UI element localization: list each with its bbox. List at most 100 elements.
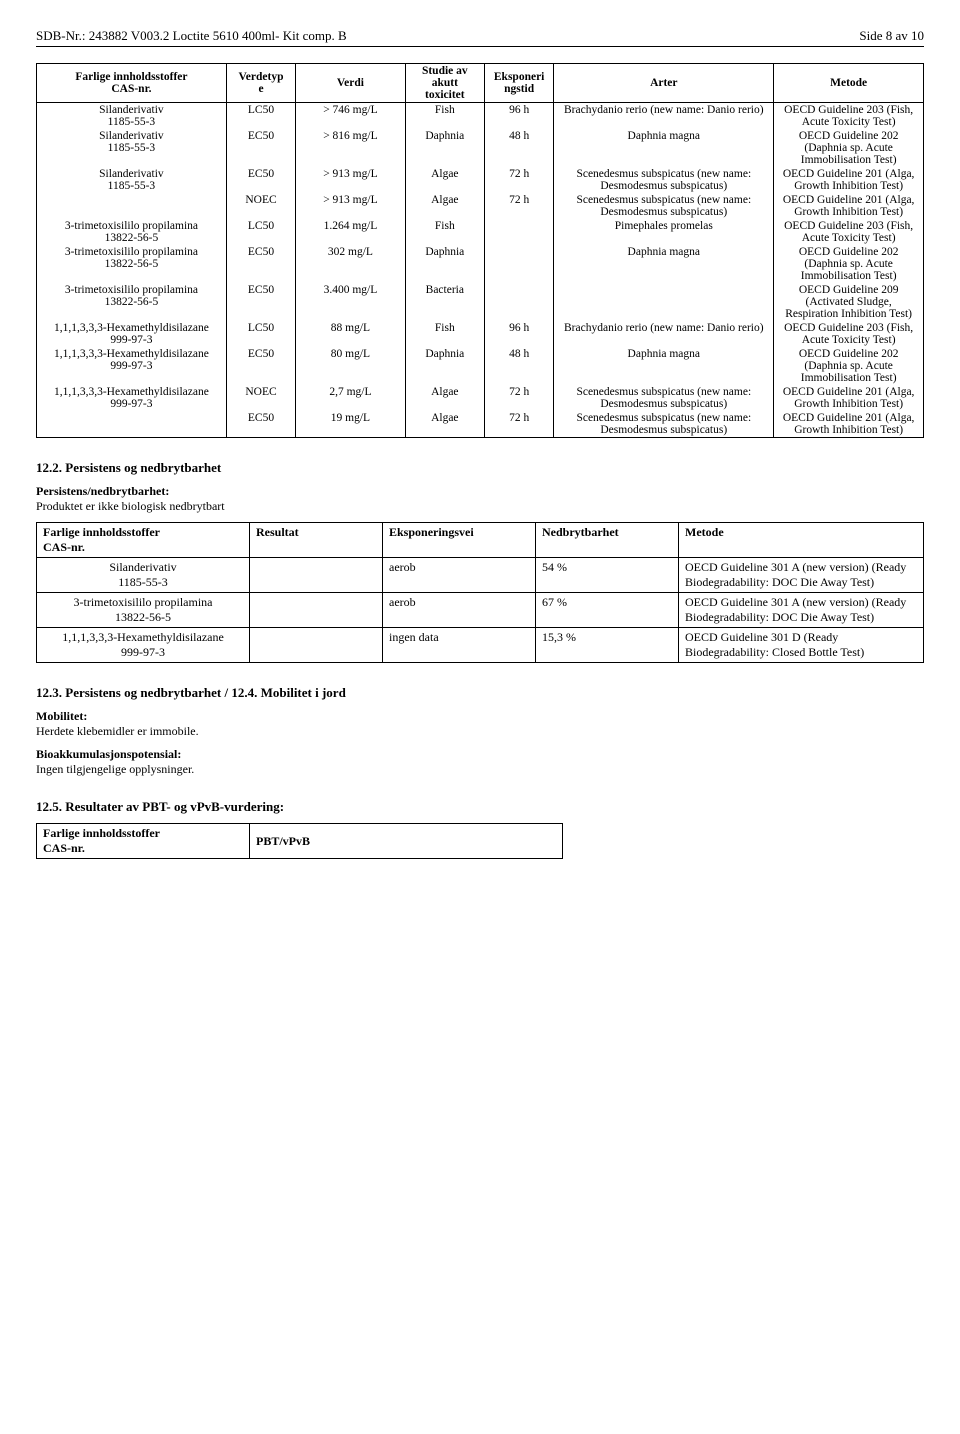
cell-substance: Silanderivativ1185-55-3 (37, 558, 250, 593)
cell-value: 88 mg/L (296, 321, 405, 347)
cell-value: > 816 mg/L (296, 129, 405, 167)
header-right: Side 8 av 10 (859, 28, 924, 44)
cell-substance (37, 193, 227, 219)
cell-method: OECD Guideline 203 (Fish, Acute Toxicity… (774, 321, 924, 347)
cell-study: Algae (405, 193, 484, 219)
cell-species: Pimephales promelas (554, 219, 774, 245)
section-12-3-title: 12.3. Persistens og nedbrytbarhet / 12.4… (36, 685, 924, 701)
cell-valuetype: NOEC (226, 385, 295, 411)
table-row: 1,1,1,3,3,3-Hexamethyldisilazane999-97-3… (37, 628, 924, 663)
cell-species: Daphnia magna (554, 347, 774, 385)
bioaccum-label: Bioakkumulasjonspotensial: (36, 747, 924, 762)
cell-valuetype: EC50 (226, 167, 295, 193)
cell-species: Brachydanio rerio (new name: Danio rerio… (554, 321, 774, 347)
pt-th-result: Resultat (250, 523, 383, 558)
cell-species: Scenedesmus subspicatus (new name: Desmo… (554, 193, 774, 219)
cell-species (554, 283, 774, 321)
cell-method: OECD Guideline 201 (Alga, Growth Inhibit… (774, 193, 924, 219)
cell-method: OECD Guideline 203 (Fish, Acute Toxicity… (774, 219, 924, 245)
table-row: 1,1,1,3,3,3-Hexamethyldisilazane999-97-3… (37, 321, 924, 347)
cell-value: > 746 mg/L (296, 103, 405, 130)
cell-exposure: 72 h (484, 193, 553, 219)
cell-value: 302 mg/L (296, 245, 405, 283)
table-row: NOEC> 913 mg/LAlgae72 hScenedesmus subsp… (37, 193, 924, 219)
cell-exposure: 72 h (484, 167, 553, 193)
cell-degrade: 67 % (536, 593, 679, 628)
page-header: SDB-Nr.: 243882 V003.2 Loctite 5610 400m… (36, 28, 924, 44)
cell-method: OECD Guideline 202 (Daphnia sp. Acute Im… (774, 347, 924, 385)
cell-substance: 1,1,1,3,3,3-Hexamethyldisilazane999-97-3 (37, 628, 250, 663)
cell-valuetype: LC50 (226, 219, 295, 245)
table-row: Silanderivativ1185-55-3LC50> 746 mg/LFis… (37, 103, 924, 130)
cell-valuetype: NOEC (226, 193, 295, 219)
section-12-2-title: 12.2. Persistens og nedbrytbarhet (36, 460, 924, 476)
cell-substance: 1,1,1,3,3,3-Hexamethyldisilazane999-97-3 (37, 347, 227, 385)
table-row: 1,1,1,3,3,3-Hexamethyldisilazane999-97-3… (37, 385, 924, 411)
cell-valuetype: EC50 (226, 283, 295, 321)
pbt-table: Farlige innholdsstoffer CAS-nr. PBT/vPvB (36, 823, 563, 859)
cell-value: > 913 mg/L (296, 193, 405, 219)
cell-substance: Silanderivativ1185-55-3 (37, 129, 227, 167)
pbt-th-left: Farlige innholdsstoffer CAS-nr. (37, 824, 250, 859)
section-12-5-title: 12.5. Resultater av PBT- og vPvB-vurderi… (36, 799, 924, 815)
table-row: Silanderivativ1185-55-3EC50> 913 mg/LAlg… (37, 167, 924, 193)
cell-study: Daphnia (405, 245, 484, 283)
pt-th-method: Metode (679, 523, 924, 558)
persist-text: Produktet er ikke biologisk nedbrytbart (36, 499, 924, 514)
th-valuetype: Verdetyp e (226, 64, 295, 103)
cell-method: OECD Guideline 203 (Fish, Acute Toxicity… (774, 103, 924, 130)
cell-exposure (484, 245, 553, 283)
pt-th-exposure: Eksponeringsvei (383, 523, 536, 558)
cell-method: OECD Guideline 301 A (new version) (Read… (679, 593, 924, 628)
cell-study: Algae (405, 385, 484, 411)
cell-substance (37, 411, 227, 438)
cell-substance: 3-trimetoxisililo propilamina13822-56-5 (37, 593, 250, 628)
cell-degrade: 15,3 % (536, 628, 679, 663)
th-value: Verdi (296, 64, 405, 103)
cell-species: Daphnia magna (554, 129, 774, 167)
table-row: 1,1,1,3,3,3-Hexamethyldisilazane999-97-3… (37, 347, 924, 385)
cell-valuetype: EC50 (226, 129, 295, 167)
cell-study: Daphnia (405, 347, 484, 385)
cell-value: 2,7 mg/L (296, 385, 405, 411)
cell-value: 1.264 mg/L (296, 219, 405, 245)
cell-exposure: 72 h (484, 411, 553, 438)
cell-degrade: 54 % (536, 558, 679, 593)
cell-substance: 3-trimetoxisililo propilamina13822-56-5 (37, 283, 227, 321)
cell-exposure: 96 h (484, 103, 553, 130)
persist-label: Persistens/nedbrytbarhet: (36, 484, 924, 499)
table-row: 3-trimetoxisililo propilamina13822-56-5E… (37, 245, 924, 283)
cell-method: OECD Guideline 201 (Alga, Growth Inhibit… (774, 385, 924, 411)
mobility-label: Mobilitet: (36, 709, 924, 724)
th-substance: Farlige innholdsstoffer CAS-nr. (37, 64, 227, 103)
cell-study: Algae (405, 167, 484, 193)
cell-method: OECD Guideline 301 D (Ready Biodegradabi… (679, 628, 924, 663)
table-row: 3-trimetoxisililo propilamina13822-56-5a… (37, 593, 924, 628)
th-species: Arter (554, 64, 774, 103)
cell-result (250, 558, 383, 593)
cell-substance: Silanderivativ1185-55-3 (37, 167, 227, 193)
cell-method: OECD Guideline 209 (Activated Sludge, Re… (774, 283, 924, 321)
cell-species: Scenedesmus subspicatus (new name: Desmo… (554, 411, 774, 438)
cell-study: Bacteria (405, 283, 484, 321)
cell-method: OECD Guideline 202 (Daphnia sp. Acute Im… (774, 129, 924, 167)
cell-method: OECD Guideline 202 (Daphnia sp. Acute Im… (774, 245, 924, 283)
cell-method: OECD Guideline 201 (Alga, Growth Inhibit… (774, 411, 924, 438)
pt-th-substance: Farlige innholdsstoffer CAS-nr. (37, 523, 250, 558)
cell-substance: 3-trimetoxisililo propilamina13822-56-5 (37, 219, 227, 245)
cell-value: 3.400 mg/L (296, 283, 405, 321)
table-row: EC5019 mg/LAlgae72 hScenedesmus subspica… (37, 411, 924, 438)
cell-method: OECD Guideline 301 A (new version) (Read… (679, 558, 924, 593)
mobility-text: Herdete klebemidler er immobile. (36, 724, 924, 739)
cell-exposure: 96 h (484, 321, 553, 347)
ecotox-table: Farlige innholdsstoffer CAS-nr. Verdetyp… (36, 63, 924, 438)
cell-study: Fish (405, 321, 484, 347)
cell-substance: 1,1,1,3,3,3-Hexamethyldisilazane999-97-3 (37, 321, 227, 347)
cell-exposure (484, 283, 553, 321)
table-row: 3-trimetoxisililo propilamina13822-56-5E… (37, 283, 924, 321)
cell-species: Brachydanio rerio (new name: Danio rerio… (554, 103, 774, 130)
cell-study: Fish (405, 103, 484, 130)
cell-substance: 3-trimetoxisililo propilamina13822-56-5 (37, 245, 227, 283)
cell-method: OECD Guideline 201 (Alga, Growth Inhibit… (774, 167, 924, 193)
cell-exposure: aerob (383, 558, 536, 593)
